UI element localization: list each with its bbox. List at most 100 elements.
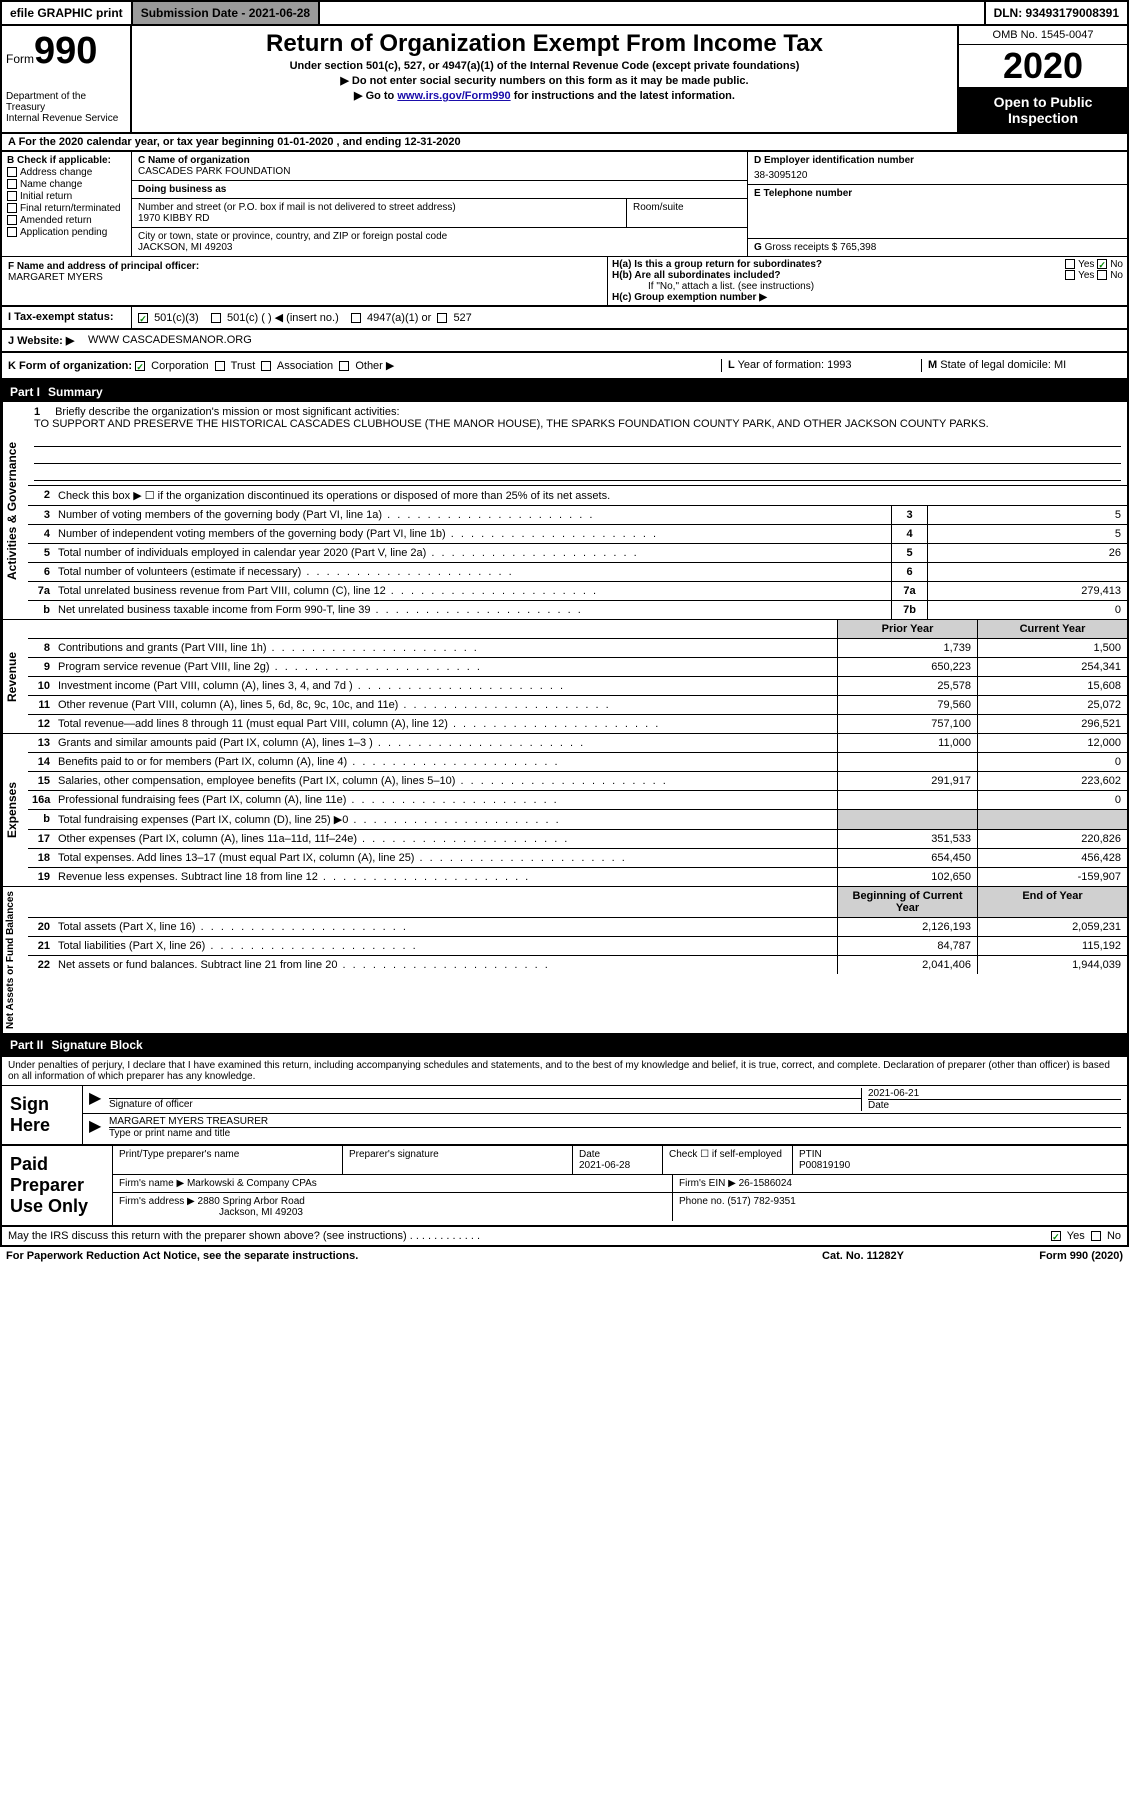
- form-ref: Form 990 (2020): [963, 1250, 1123, 1262]
- chk-discuss-yes[interactable]: [1051, 1231, 1061, 1241]
- table-row: 21Total liabilities (Part X, line 26)84,…: [28, 937, 1127, 956]
- table-row: 7aTotal unrelated business revenue from …: [28, 582, 1127, 601]
- chk-501c[interactable]: [211, 313, 221, 323]
- sign-here-label: Sign Here: [2, 1086, 82, 1144]
- table-row: 6Total number of volunteers (estimate if…: [28, 563, 1127, 582]
- part-2-header: Part II Signature Block: [2, 1035, 1127, 1055]
- efile-label: efile GRAPHIC print: [2, 2, 133, 24]
- box-c: C Name of organization CASCADES PARK FOU…: [132, 152, 747, 256]
- vtab-activities: Activities & Governance: [2, 402, 28, 619]
- table-row: 5Total number of individuals employed in…: [28, 544, 1127, 563]
- part-1: Part I Summary Activities & Governance 1…: [0, 380, 1129, 1035]
- chk-trust[interactable]: [215, 361, 225, 371]
- firm-ein: Firm's EIN ▶ 26-1586024: [673, 1175, 1127, 1192]
- paid-preparer-block: Paid Preparer Use Only Print/Type prepar…: [0, 1146, 1129, 1227]
- top-bar: efile GRAPHIC print Submission Date - 20…: [0, 0, 1129, 26]
- submission-date: Submission Date - 2021-06-28: [133, 2, 320, 24]
- chk-4947[interactable]: [351, 313, 361, 323]
- paperwork-notice: For Paperwork Reduction Act Notice, see …: [6, 1250, 763, 1262]
- room-suite-label: Room/suite: [627, 199, 747, 227]
- form-word: Form: [6, 52, 34, 66]
- chk-application-pending[interactable]: Application pending: [7, 227, 126, 238]
- preparer-date: Date2021-06-28: [573, 1146, 663, 1174]
- dba-label: Doing business as: [138, 184, 741, 195]
- website-value: WWW CASCADESMANOR.ORG: [82, 330, 1127, 351]
- chk-amended[interactable]: Amended return: [7, 215, 126, 226]
- table-row: 22Net assets or fund balances. Subtract …: [28, 956, 1127, 974]
- table-row: 8Contributions and grants (Part VIII, li…: [28, 639, 1127, 658]
- open-public-badge: Open to Public Inspection: [959, 88, 1127, 132]
- ein-value: 38-3095120: [754, 166, 1121, 181]
- table-row: 18Total expenses. Add lines 13–17 (must …: [28, 849, 1127, 868]
- form-number-box: Form990 Department of the Treasury Inter…: [2, 26, 132, 132]
- dept-treasury: Department of the Treasury: [6, 91, 126, 113]
- table-row: 14Benefits paid to or for members (Part …: [28, 753, 1127, 772]
- chk-address-change[interactable]: Address change: [7, 167, 126, 178]
- subtitle-3: ▶ Go to www.irs.gov/Form990 for instruct…: [140, 89, 949, 102]
- table-row: 16aProfessional fundraising fees (Part I…: [28, 791, 1127, 810]
- paid-preparer-label: Paid Preparer Use Only: [2, 1146, 112, 1225]
- row-j: J Website: ▶ WWW CASCADESMANOR.ORG: [0, 330, 1129, 353]
- part-1-header: Part I Summary: [2, 382, 1127, 402]
- perjury-declaration: Under penalties of perjury, I declare th…: [0, 1057, 1129, 1086]
- preparer-name-label: Print/Type preparer's name: [113, 1146, 343, 1174]
- preparer-sig-label: Preparer's signature: [343, 1146, 573, 1174]
- tax-exempt-opts: 501(c)(3) 501(c) ( ) ◀ (insert no.) 4947…: [132, 307, 1127, 328]
- table-row: 15Salaries, other compensation, employee…: [28, 772, 1127, 791]
- table-row: 17Other expenses (Part IX, column (A), l…: [28, 830, 1127, 849]
- signature-field[interactable]: Signature of officer: [109, 1088, 861, 1111]
- irs-link[interactable]: www.irs.gov/Form990: [397, 90, 510, 102]
- self-employed-check[interactable]: Check ☐ if self-employed: [663, 1146, 793, 1174]
- officer-label: F Name and address of principal officer:: [8, 261, 601, 272]
- chk-corporation[interactable]: [135, 361, 145, 371]
- org-name: CASCADES PARK FOUNDATION: [138, 166, 741, 177]
- omb-number: OMB No. 1545-0047: [959, 26, 1127, 45]
- h-b-text: H(b) Are all subordinates included?: [612, 270, 781, 281]
- row-fh: F Name and address of principal officer:…: [0, 257, 1129, 307]
- officer-name: MARGARET MYERS: [8, 272, 601, 283]
- subtitle-2: ▶ Do not enter social security numbers o…: [140, 74, 949, 87]
- table-row: 9Program service revenue (Part VIII, lin…: [28, 658, 1127, 677]
- mission-text: TO SUPPORT AND PRESERVE THE HISTORICAL C…: [34, 418, 989, 430]
- name-title-field: MARGARET MYERS TREASURER Type or print n…: [109, 1116, 1121, 1139]
- gross-receipts: G Gross receipts $ 765,398: [748, 239, 1127, 256]
- h-a-text: H(a) Is this a group return for subordin…: [612, 259, 822, 270]
- chk-527[interactable]: [437, 313, 447, 323]
- table-row: 10Investment income (Part VIII, column (…: [28, 677, 1127, 696]
- tax-year: 2020: [959, 45, 1127, 88]
- phone-label: E Telephone number: [754, 188, 1121, 199]
- table-row: 11Other revenue (Part VIII, column (A), …: [28, 696, 1127, 715]
- form-title: Return of Organization Exempt From Incom…: [140, 30, 949, 58]
- street-address: 1970 KIBBY RD: [138, 213, 620, 224]
- vtab-netassets: Net Assets or Fund Balances: [2, 887, 28, 1033]
- ptin: PTINP00819190: [793, 1146, 1127, 1174]
- vtab-expenses: Expenses: [2, 734, 28, 886]
- chk-association[interactable]: [261, 361, 271, 371]
- chk-name-change[interactable]: Name change: [7, 179, 126, 190]
- chk-initial-return[interactable]: Initial return: [7, 191, 126, 202]
- box-k: K Form of organization: Corporation Trus…: [8, 359, 721, 372]
- chk-final-return[interactable]: Final return/terminated: [7, 203, 126, 214]
- chk-501c3[interactable]: [138, 313, 148, 323]
- dln: DLN: 93493179008391: [984, 2, 1127, 24]
- firm-phone: Phone no. (517) 782-9351: [673, 1193, 1127, 1221]
- part-2: Part II Signature Block: [0, 1035, 1129, 1057]
- firm-address: Firm's address ▶ 2880 Spring Arbor RoadJ…: [113, 1193, 673, 1221]
- form-header: Form990 Department of the Treasury Inter…: [0, 26, 1129, 134]
- box-l: L Year of formation: 1993: [721, 359, 921, 372]
- vtab-revenue: Revenue: [2, 620, 28, 733]
- table-row: bNet unrelated business taxable income f…: [28, 601, 1127, 619]
- table-row: 19Revenue less expenses. Subtract line 1…: [28, 868, 1127, 886]
- chk-other[interactable]: [339, 361, 349, 371]
- cat-number: Cat. No. 11282Y: [763, 1250, 963, 1262]
- header-grid: B Check if applicable: Address change Na…: [0, 152, 1129, 257]
- ein-label: D Employer identification number: [754, 155, 1121, 166]
- form-year-box: OMB No. 1545-0047 2020 Open to Public In…: [957, 26, 1127, 132]
- box-b: B Check if applicable: Address change Na…: [2, 152, 132, 256]
- chk-discuss-no[interactable]: [1091, 1231, 1101, 1241]
- box-deg: D Employer identification number 38-3095…: [747, 152, 1127, 256]
- box-b-title: B Check if applicable:: [7, 155, 126, 166]
- table-row: 13Grants and similar amounts paid (Part …: [28, 734, 1127, 753]
- discuss-row: May the IRS discuss this return with the…: [0, 1227, 1129, 1247]
- table-row: 20Total assets (Part X, line 16)2,126,19…: [28, 918, 1127, 937]
